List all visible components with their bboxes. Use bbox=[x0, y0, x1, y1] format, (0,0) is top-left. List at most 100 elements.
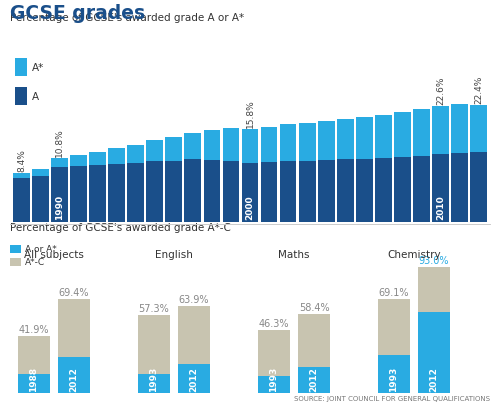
Bar bbox=[418, 267, 450, 393]
Bar bbox=[58, 299, 90, 393]
Bar bbox=[70, 166, 87, 223]
Text: 2012: 2012 bbox=[430, 366, 438, 391]
Text: 46.3%: 46.3% bbox=[259, 318, 289, 328]
Bar bbox=[356, 160, 372, 223]
Text: 1990: 1990 bbox=[55, 195, 64, 220]
Bar bbox=[89, 152, 106, 165]
Bar bbox=[375, 116, 392, 159]
Bar bbox=[13, 173, 30, 179]
Text: 57.3%: 57.3% bbox=[138, 303, 170, 314]
Bar bbox=[10, 258, 20, 266]
Bar bbox=[299, 124, 316, 161]
Bar bbox=[260, 163, 278, 223]
Text: SOURCE: JOINT COUNCIL FOR GENERAL QUALIFICATIONS: SOURCE: JOINT COUNCIL FOR GENERAL QUALIF… bbox=[294, 396, 490, 401]
Bar bbox=[146, 141, 163, 162]
Bar bbox=[51, 168, 68, 223]
Bar bbox=[242, 164, 258, 223]
Bar bbox=[258, 330, 290, 393]
Bar bbox=[280, 125, 296, 162]
Bar bbox=[242, 129, 258, 164]
Text: GCSE grades: GCSE grades bbox=[10, 4, 145, 23]
Bar bbox=[298, 367, 330, 393]
Text: All subjects: All subjects bbox=[24, 249, 84, 260]
Bar bbox=[13, 179, 30, 223]
Bar bbox=[298, 314, 330, 393]
Text: 63.9%: 63.9% bbox=[179, 295, 209, 305]
Bar bbox=[318, 122, 334, 161]
Text: 1993: 1993 bbox=[390, 365, 398, 391]
Bar bbox=[413, 110, 430, 157]
Text: 22.6%: 22.6% bbox=[436, 76, 445, 105]
Bar bbox=[470, 153, 487, 223]
Text: A or A*: A or A* bbox=[26, 245, 57, 254]
Bar bbox=[166, 161, 182, 223]
Text: A: A bbox=[32, 92, 38, 101]
Text: A*: A* bbox=[32, 63, 44, 73]
Bar bbox=[51, 159, 68, 168]
Text: 69.1%: 69.1% bbox=[379, 288, 409, 298]
Bar bbox=[470, 106, 487, 153]
Bar bbox=[178, 307, 210, 393]
Bar bbox=[222, 161, 240, 223]
Bar bbox=[394, 113, 411, 157]
Text: 93.0%: 93.0% bbox=[419, 256, 449, 265]
Bar bbox=[356, 118, 372, 160]
Bar bbox=[10, 245, 20, 253]
Bar bbox=[337, 120, 353, 160]
Bar bbox=[258, 377, 290, 393]
Bar bbox=[178, 364, 210, 393]
Bar bbox=[280, 162, 296, 223]
Text: 1988: 1988 bbox=[30, 366, 38, 391]
Bar bbox=[89, 165, 106, 223]
Text: 1993: 1993 bbox=[270, 365, 278, 391]
Bar bbox=[318, 161, 334, 223]
Bar bbox=[138, 374, 170, 393]
Text: 10.8%: 10.8% bbox=[55, 128, 64, 157]
Bar bbox=[108, 149, 125, 164]
Bar bbox=[299, 161, 316, 223]
Text: 58.4%: 58.4% bbox=[298, 302, 330, 312]
Bar bbox=[432, 155, 449, 223]
Bar bbox=[32, 177, 49, 223]
Text: 2012: 2012 bbox=[310, 366, 318, 391]
Bar bbox=[15, 88, 27, 106]
Bar bbox=[451, 104, 468, 153]
Bar bbox=[166, 137, 182, 161]
Text: Chemistry: Chemistry bbox=[387, 249, 441, 260]
Text: Percentage of GCSE's awarded grade A or A*: Percentage of GCSE's awarded grade A or … bbox=[10, 13, 244, 23]
Text: 15.8%: 15.8% bbox=[246, 99, 254, 128]
Bar bbox=[378, 300, 410, 393]
Bar bbox=[432, 107, 449, 155]
Text: 41.9%: 41.9% bbox=[19, 324, 49, 334]
Bar bbox=[128, 146, 144, 164]
Text: 2012: 2012 bbox=[190, 366, 198, 391]
Bar bbox=[378, 355, 410, 393]
Bar bbox=[204, 131, 220, 161]
Bar bbox=[108, 164, 125, 223]
Bar bbox=[18, 374, 50, 393]
Text: 2010: 2010 bbox=[436, 195, 445, 220]
Bar bbox=[413, 157, 430, 223]
Bar bbox=[184, 160, 201, 223]
Bar bbox=[260, 128, 278, 163]
Text: Percentage of GCSE's awarded grade A*-C: Percentage of GCSE's awarded grade A*-C bbox=[10, 223, 231, 233]
Text: Maths: Maths bbox=[278, 249, 310, 260]
Text: 69.4%: 69.4% bbox=[59, 288, 89, 297]
Text: 1993: 1993 bbox=[150, 365, 158, 391]
Bar bbox=[337, 160, 353, 223]
Bar bbox=[451, 153, 468, 223]
Bar bbox=[32, 169, 49, 177]
Text: 2012: 2012 bbox=[70, 366, 78, 391]
Text: 2000: 2000 bbox=[246, 196, 254, 220]
Text: English: English bbox=[155, 249, 193, 260]
Bar bbox=[15, 59, 27, 77]
Bar bbox=[394, 157, 411, 223]
Text: 22.4%: 22.4% bbox=[474, 75, 483, 104]
Bar bbox=[138, 316, 170, 393]
Bar bbox=[375, 159, 392, 223]
Bar bbox=[58, 357, 90, 393]
Bar bbox=[204, 161, 220, 223]
Bar bbox=[184, 133, 201, 160]
Bar bbox=[18, 336, 50, 393]
Bar bbox=[128, 164, 144, 223]
